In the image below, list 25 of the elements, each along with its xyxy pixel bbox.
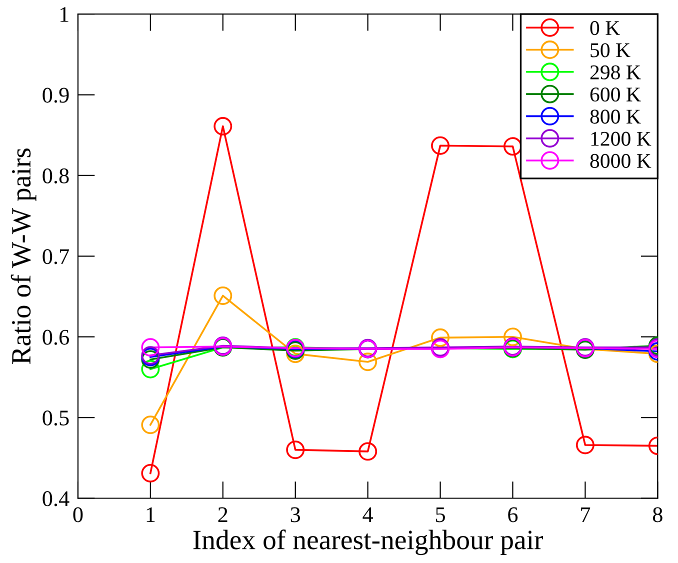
legend-label: 1200 K xyxy=(591,132,652,146)
x-tick-label: 5 xyxy=(436,507,445,522)
legend-label: 8000 K xyxy=(590,154,652,168)
legend-label: 600 K xyxy=(590,87,641,102)
x-tick-label: 7 xyxy=(581,507,590,522)
x-tick-label: 0 xyxy=(73,507,83,522)
legend-label: 298 K xyxy=(590,65,641,80)
x-tick-label: 1 xyxy=(146,507,155,522)
x-axis-title: Index of nearest-neighbour pair xyxy=(193,530,544,556)
legend-label: 0 K xyxy=(590,21,620,36)
x-tick-label: 4 xyxy=(362,507,374,522)
y-tick-label: 0.5 xyxy=(42,410,69,426)
y-axis-title: Ratio of W-W pairs xyxy=(10,148,36,364)
y-tick-label: 1 xyxy=(60,7,68,22)
y-tick-label: 0.6 xyxy=(42,330,69,345)
legend-label: 800 K xyxy=(590,110,641,124)
x-tick-label: 8 xyxy=(652,507,662,522)
y-tick-label: 0.7 xyxy=(42,249,69,264)
y-tick-label: 0.4 xyxy=(42,491,70,506)
y-tick-label: 0.9 xyxy=(42,88,69,103)
y-tick-label: 0.8 xyxy=(42,168,69,184)
legend-label: 50 K xyxy=(590,43,630,58)
x-tick-label: 6 xyxy=(508,507,518,522)
x-tick-label: 2 xyxy=(218,507,228,522)
x-tick-label: 3 xyxy=(290,507,300,522)
